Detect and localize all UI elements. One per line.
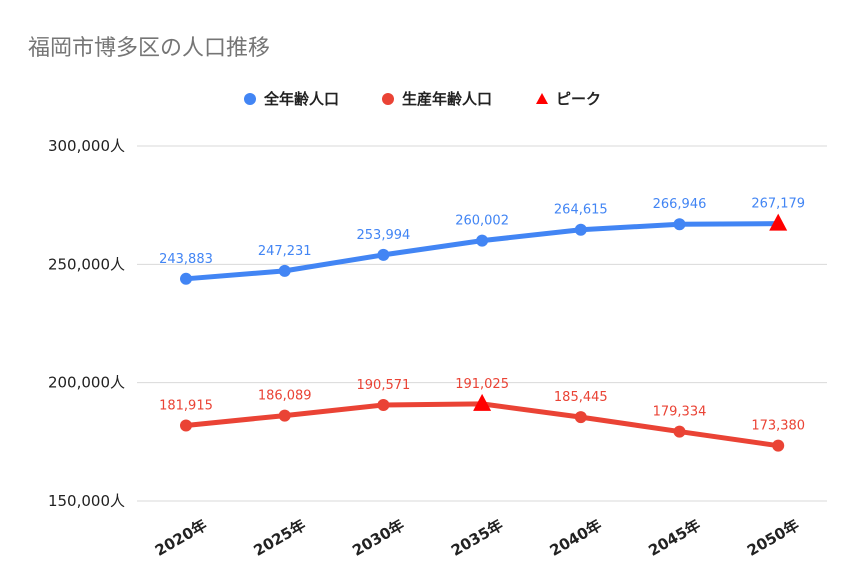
x-tick-label: 2045年 (645, 516, 703, 560)
y-tick-label: 200,000人 (48, 374, 125, 392)
data-point (278, 264, 291, 277)
data-point (772, 439, 785, 452)
data-point (377, 398, 390, 411)
data-point (180, 419, 192, 432)
data-label: 190,571 (357, 378, 411, 393)
data-label: 267,179 (751, 197, 805, 212)
peak-marker (769, 213, 788, 231)
x-tick-label: 2040年 (547, 516, 605, 560)
x-tick-label: 2030年 (349, 516, 407, 560)
data-label: 191,025 (455, 377, 509, 392)
peak-markers (473, 213, 788, 411)
data-point (574, 411, 587, 424)
y-tick-label: 300,000人 (48, 137, 125, 155)
chart-title: 福岡市博多区の人口推移 (28, 36, 270, 61)
y-axis: 150,000人 200,000人 250,000人 300,000人 (48, 137, 125, 510)
x-axis: 2020年 2025年 2030年 2035年 2040年 2045年 2050年 (152, 516, 802, 560)
y-tick-label: 250,000人 (48, 255, 125, 273)
legend-label-working: 生産年齢人口 (402, 90, 492, 108)
peak-marker (473, 393, 492, 411)
data-point (377, 248, 390, 261)
data-point (476, 234, 489, 247)
legend-label-peak: ピーク (556, 90, 601, 108)
x-tick-label: 2050年 (744, 516, 802, 560)
data-point (278, 409, 291, 422)
data-point (673, 218, 686, 231)
legend: 全年齢人口 生産年齢人口 ピーク (244, 90, 601, 108)
data-point (574, 223, 587, 236)
data-labels: 243,883 247,231 253,994 260,002 264,615 266,9… (159, 197, 805, 434)
data-label: 264,615 (554, 203, 608, 218)
data-label: 266,946 (653, 197, 707, 212)
data-point (673, 425, 686, 438)
data-label: 181,915 (159, 398, 213, 413)
data-label: 247,231 (258, 244, 312, 259)
data-point (180, 272, 192, 285)
data-label: 260,002 (455, 214, 509, 229)
data-label: 179,334 (653, 405, 707, 420)
x-tick-label: 2020年 (152, 516, 210, 560)
data-label: 253,994 (357, 228, 411, 243)
data-label: 186,089 (258, 389, 312, 404)
x-tick-label: 2025年 (251, 516, 309, 560)
legend-label-total: 全年齢人口 (263, 90, 339, 108)
data-label: 243,883 (159, 252, 213, 267)
legend-marker-total (244, 93, 256, 105)
gridlines (137, 145, 827, 502)
x-tick-label: 2035年 (448, 516, 506, 560)
data-label: 185,445 (554, 390, 608, 405)
legend-marker-peak (536, 93, 548, 104)
y-tick-label: 150,000人 (48, 492, 125, 510)
legend-marker-working (382, 93, 394, 105)
data-label: 173,380 (751, 419, 805, 434)
